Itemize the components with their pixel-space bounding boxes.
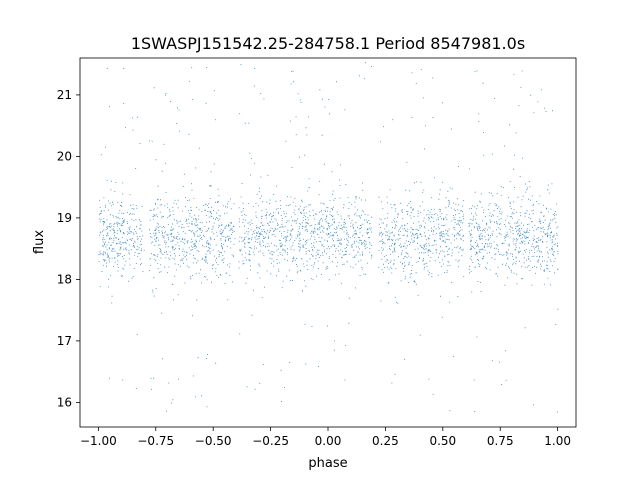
y-tick-label: 16	[57, 395, 72, 409]
x-tick-label: 1.00	[544, 434, 571, 448]
data-points	[98, 62, 559, 413]
x-tick-label: −1.00	[80, 434, 117, 448]
x-tick-label: −0.25	[252, 434, 289, 448]
y-tick-label: 21	[57, 88, 72, 102]
y-tick-label: 18	[57, 272, 72, 286]
x-axis: −1.00 −0.75 −0.50 −0.25 0.00 0.25 0.50 0.75 1.00	[80, 427, 571, 448]
x-axis-label: phase	[308, 456, 347, 471]
x-tick-label: 0.00	[315, 434, 342, 448]
y-tick-label: 19	[57, 211, 72, 225]
x-tick-label: 0.75	[487, 434, 514, 448]
plot-area-frame	[79, 57, 577, 428]
x-tick-label: −0.75	[137, 434, 174, 448]
y-axis-label: flux	[32, 230, 47, 254]
y-tick-label: 17	[57, 334, 72, 348]
data-point-cloud	[98, 62, 559, 413]
x-tick-label: 0.25	[372, 434, 399, 448]
chart-title: 1SWASPJ151542.25-284758.1 Period 8547981…	[131, 34, 525, 53]
y-axis: 16 17 18 19 20 21	[57, 88, 80, 409]
x-tick-label: 0.50	[429, 434, 456, 448]
x-tick-label: −0.50	[195, 434, 232, 448]
y-tick-label: 20	[57, 149, 72, 163]
